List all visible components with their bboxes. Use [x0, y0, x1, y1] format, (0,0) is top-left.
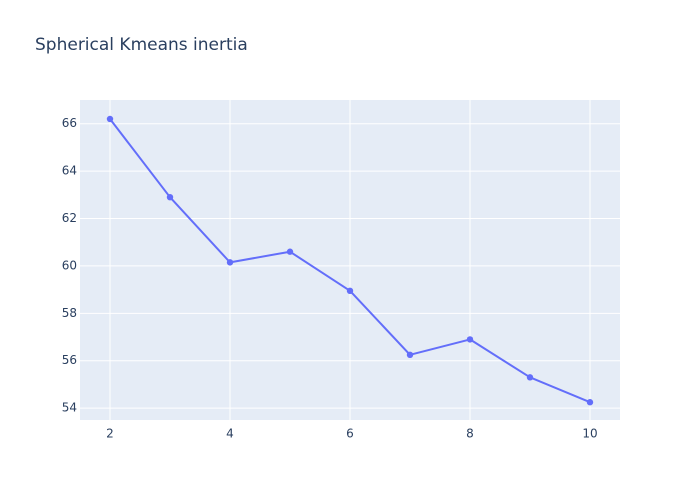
data-point-6	[346, 287, 354, 295]
data-point-9	[526, 374, 534, 381]
data-point-3	[166, 193, 174, 201]
y-tick-label-60: 60	[62, 258, 77, 272]
data-point-4	[226, 259, 234, 266]
series	[106, 115, 594, 406]
data-point-8	[466, 336, 474, 343]
y-tick-label-58: 58	[62, 306, 77, 320]
x-tick-label-4: 4	[226, 427, 234, 441]
y-tick-label-66: 66	[62, 116, 77, 130]
y-tick-label-64: 64	[62, 164, 77, 178]
x-tick-label-10: 10	[582, 427, 597, 441]
x-tick-label-2: 2	[106, 427, 114, 441]
y-tick-label-62: 62	[62, 211, 77, 225]
x-tick-label-6: 6	[346, 427, 354, 441]
data-point-10	[586, 399, 594, 406]
x-axis-ticks: 2 4 6 8 10	[106, 427, 597, 441]
chart-title: Spherical Kmeans inertia	[35, 35, 248, 55]
y-tick-label-56: 56	[62, 353, 77, 367]
y-axis-ticks: 54 56 58 60 62 64 66	[62, 116, 77, 414]
y-tick-label-54: 54	[62, 401, 77, 415]
data-point-7	[406, 351, 414, 359]
data-point-2	[106, 115, 114, 123]
x-tick-label-8: 8	[466, 427, 474, 441]
data-point-5	[286, 248, 294, 255]
grid	[80, 100, 620, 420]
